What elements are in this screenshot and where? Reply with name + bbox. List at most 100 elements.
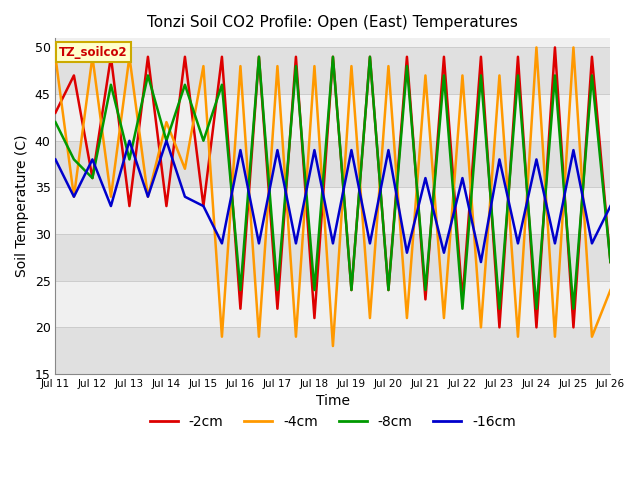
-8cm bbox=[403, 63, 411, 69]
-4cm bbox=[107, 194, 115, 200]
-4cm bbox=[273, 63, 281, 69]
-2cm bbox=[52, 110, 60, 116]
-8cm bbox=[144, 72, 152, 78]
-4cm bbox=[440, 315, 448, 321]
-8cm bbox=[329, 54, 337, 60]
-2cm bbox=[218, 54, 226, 60]
-2cm bbox=[107, 54, 115, 60]
-8cm bbox=[200, 138, 207, 144]
-4cm bbox=[366, 315, 374, 321]
-4cm bbox=[237, 63, 244, 69]
-2cm bbox=[237, 306, 244, 312]
-8cm bbox=[310, 287, 318, 293]
-4cm bbox=[570, 45, 577, 50]
-8cm bbox=[385, 287, 392, 293]
-8cm bbox=[422, 287, 429, 293]
-16cm bbox=[366, 240, 374, 246]
-2cm bbox=[440, 54, 448, 60]
-2cm bbox=[329, 54, 337, 60]
-2cm bbox=[348, 287, 355, 293]
-8cm bbox=[570, 306, 577, 312]
-8cm bbox=[88, 175, 96, 181]
-2cm bbox=[255, 54, 263, 60]
-8cm bbox=[607, 259, 614, 265]
-16cm bbox=[52, 156, 60, 162]
-16cm bbox=[385, 147, 392, 153]
-4cm bbox=[532, 45, 540, 50]
-2cm bbox=[422, 297, 429, 302]
-16cm bbox=[459, 175, 467, 181]
Bar bbox=[56, 141, 611, 187]
Line: -4cm: -4cm bbox=[56, 48, 611, 346]
-8cm bbox=[551, 72, 559, 78]
-8cm bbox=[495, 306, 503, 312]
-16cm bbox=[532, 156, 540, 162]
-16cm bbox=[107, 203, 115, 209]
-8cm bbox=[237, 287, 244, 293]
-4cm bbox=[477, 324, 484, 330]
-16cm bbox=[551, 240, 559, 246]
-4cm bbox=[70, 194, 77, 200]
-16cm bbox=[200, 203, 207, 209]
-2cm bbox=[200, 203, 207, 209]
-16cm bbox=[329, 240, 337, 246]
-2cm bbox=[570, 324, 577, 330]
Text: TZ_soilco2: TZ_soilco2 bbox=[59, 46, 128, 59]
-4cm bbox=[348, 63, 355, 69]
-2cm bbox=[607, 259, 614, 265]
Bar bbox=[56, 48, 611, 94]
-2cm bbox=[495, 324, 503, 330]
-4cm bbox=[144, 194, 152, 200]
-16cm bbox=[181, 194, 189, 200]
-16cm bbox=[422, 175, 429, 181]
-2cm bbox=[125, 203, 133, 209]
-16cm bbox=[70, 194, 77, 200]
-16cm bbox=[273, 147, 281, 153]
Line: -16cm: -16cm bbox=[56, 141, 611, 262]
-16cm bbox=[255, 240, 263, 246]
-16cm bbox=[570, 147, 577, 153]
Bar bbox=[56, 234, 611, 281]
-8cm bbox=[70, 156, 77, 162]
-16cm bbox=[440, 250, 448, 256]
-2cm bbox=[366, 54, 374, 60]
-4cm bbox=[218, 334, 226, 339]
-4cm bbox=[422, 72, 429, 78]
-8cm bbox=[588, 72, 596, 78]
-16cm bbox=[310, 147, 318, 153]
-8cm bbox=[366, 54, 374, 60]
-4cm bbox=[292, 334, 300, 339]
-2cm bbox=[144, 54, 152, 60]
-2cm bbox=[273, 306, 281, 312]
-4cm bbox=[588, 334, 596, 339]
-2cm bbox=[403, 54, 411, 60]
-4cm bbox=[255, 334, 263, 339]
-16cm bbox=[348, 147, 355, 153]
-4cm bbox=[310, 63, 318, 69]
-4cm bbox=[514, 334, 522, 339]
-8cm bbox=[348, 287, 355, 293]
-2cm bbox=[88, 175, 96, 181]
-8cm bbox=[52, 119, 60, 125]
-4cm bbox=[385, 63, 392, 69]
-16cm bbox=[88, 156, 96, 162]
-4cm bbox=[551, 334, 559, 339]
Y-axis label: Soil Temperature (C): Soil Temperature (C) bbox=[15, 135, 29, 277]
-2cm bbox=[532, 324, 540, 330]
-8cm bbox=[292, 63, 300, 69]
-4cm bbox=[495, 72, 503, 78]
Title: Tonzi Soil CO2 Profile: Open (East) Temperatures: Tonzi Soil CO2 Profile: Open (East) Temp… bbox=[147, 15, 518, 30]
-4cm bbox=[200, 63, 207, 69]
-16cm bbox=[477, 259, 484, 265]
-2cm bbox=[514, 54, 522, 60]
-2cm bbox=[310, 315, 318, 321]
-4cm bbox=[181, 166, 189, 172]
-16cm bbox=[588, 240, 596, 246]
-2cm bbox=[477, 54, 484, 60]
-8cm bbox=[163, 138, 170, 144]
-8cm bbox=[459, 306, 467, 312]
-8cm bbox=[532, 306, 540, 312]
-16cm bbox=[144, 194, 152, 200]
-8cm bbox=[218, 82, 226, 88]
-8cm bbox=[440, 72, 448, 78]
